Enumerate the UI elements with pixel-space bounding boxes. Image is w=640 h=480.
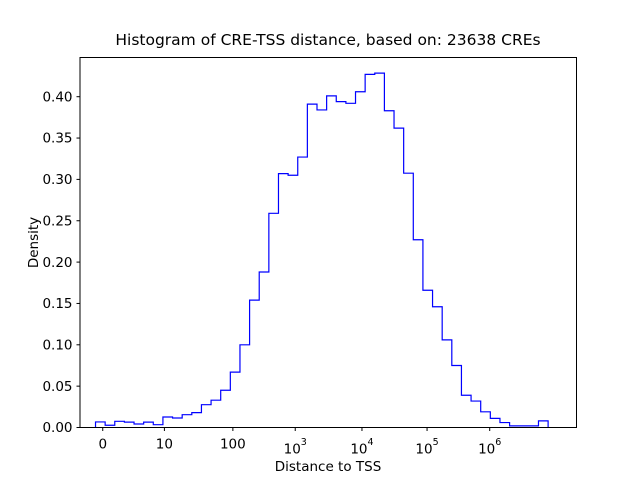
histogram-step-line bbox=[94, 72, 549, 428]
y-axis-label: Density bbox=[26, 217, 42, 268]
x-tick-label: 0 bbox=[98, 437, 107, 453]
x-tick-label: 105 bbox=[415, 437, 438, 458]
plot-frame bbox=[79, 57, 577, 428]
y-axis-ticks: 0.00 0.05 0.10 0.15 0.20 0.25 0.30 0.35 0.40 bbox=[42, 89, 80, 436]
x-axis-label: Distance to TSS bbox=[275, 459, 382, 475]
y-tick-label: 0.25 bbox=[42, 213, 72, 229]
y-tick-label: 0.00 bbox=[42, 420, 72, 436]
y-tick-label: 0.20 bbox=[42, 255, 72, 271]
y-tick-label: 0.15 bbox=[42, 296, 72, 312]
y-tick-label: 0.40 bbox=[42, 89, 72, 105]
x-tick-label: 10 bbox=[156, 437, 173, 453]
x-tick-label: 104 bbox=[350, 437, 373, 458]
x-tick-label: 100 bbox=[220, 437, 246, 453]
x-tick-label: 103 bbox=[284, 437, 307, 458]
x-tick-label: 106 bbox=[478, 437, 501, 458]
y-tick-label: 0.30 bbox=[42, 172, 72, 188]
y-tick-label: 0.05 bbox=[42, 379, 72, 395]
y-tick-label: 0.35 bbox=[42, 131, 72, 147]
x-axis-ticks: 0 10 100 103 104 105 106 bbox=[98, 427, 501, 458]
y-tick-label: 0.10 bbox=[42, 337, 72, 353]
plot-title: Histogram of CRE-TSS distance, based on:… bbox=[115, 31, 540, 49]
plot-area bbox=[80, 57, 577, 428]
